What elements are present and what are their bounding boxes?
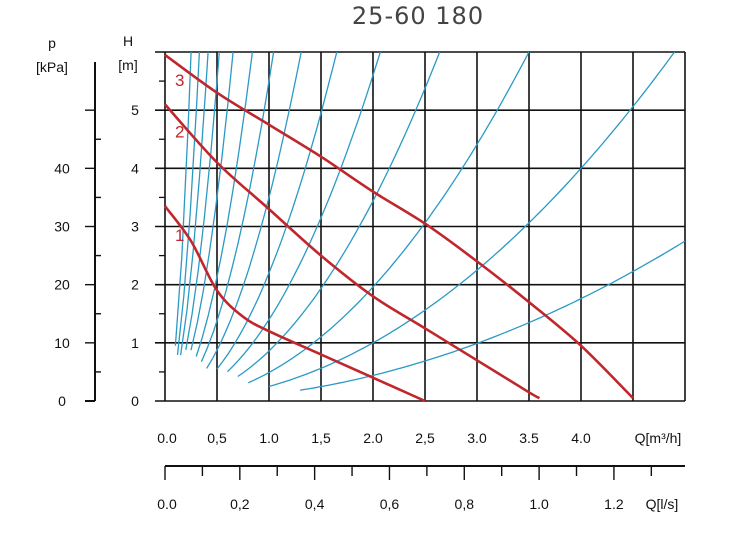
pressure-tick-label: 10 xyxy=(54,335,70,351)
head-tick-label: 0 xyxy=(131,393,139,409)
tick-labels: 0 1 2 3 4 5 0 10 20 30 40 0.0 0,5 1.0 1,5 2.0 2,5 3.0 3.5 4… xyxy=(54,102,624,512)
flow-ls-tick-label: 0,4 xyxy=(305,496,325,512)
flow-ls-axis-label: Q[l/s] xyxy=(646,496,679,512)
pump-curve-2 xyxy=(164,103,541,400)
chart-title: 25-60 180 xyxy=(352,2,484,30)
system-curve xyxy=(206,51,302,369)
system-curve xyxy=(179,51,209,356)
system-curve xyxy=(200,51,275,363)
head-tick-label: 4 xyxy=(131,160,139,176)
axes xyxy=(85,62,685,480)
pressure-axis-label: p xyxy=(48,35,56,51)
pressure-tick-label: 30 xyxy=(54,219,70,235)
system-curve xyxy=(237,51,441,378)
pressure-tick-label: 20 xyxy=(54,277,70,293)
flow-m3h-axis-label: Q[m³/h] xyxy=(635,430,682,446)
pressure-tick-label: 40 xyxy=(54,160,70,176)
system-curve xyxy=(226,51,381,373)
flow-ls-tick-label: 1.2 xyxy=(604,496,624,512)
system-curve xyxy=(174,51,192,346)
pump-curve-label-2: 2 xyxy=(175,122,184,141)
system-curve xyxy=(247,51,530,384)
flow-m3h-tick-label: 2.0 xyxy=(363,430,383,446)
flow-m3h-tick-label: 3.5 xyxy=(519,430,539,446)
pump-curve-1 xyxy=(163,205,426,403)
head-axis-label: H xyxy=(123,33,133,49)
system-curve xyxy=(216,51,338,370)
head-tick-label: 5 xyxy=(131,102,139,118)
pump-curve-3 xyxy=(164,53,634,400)
flow-m3h-tick-label: 2,5 xyxy=(415,430,435,446)
system-curve xyxy=(190,51,234,351)
system-curve xyxy=(176,51,201,355)
flow-m3h-tick-label: 0,5 xyxy=(207,430,227,446)
system-curve xyxy=(300,240,686,391)
system-curve xyxy=(185,51,220,350)
head-tick-label: 1 xyxy=(131,335,139,351)
flow-ls-tick-label: 0,6 xyxy=(380,496,400,512)
pressure-axis-unit: [kPa] xyxy=(36,59,68,75)
pump-curve-label-1: 1 xyxy=(175,226,184,245)
flow-ls-tick-label: 0.0 xyxy=(157,496,177,512)
head-tick-label: 3 xyxy=(131,219,139,235)
pressure-tick-label: 0 xyxy=(58,393,66,409)
pump-curve-label-3: 3 xyxy=(175,71,184,90)
flow-m3h-tick-label: 1,5 xyxy=(311,430,331,446)
system-curves xyxy=(174,51,686,391)
flow-m3h-tick-label: 3.0 xyxy=(467,430,487,446)
flow-m3h-tick-label: 4.0 xyxy=(571,430,591,446)
pump-curves: 1 2 3 xyxy=(163,53,634,403)
flow-ls-tick-label: 0,2 xyxy=(230,496,250,512)
system-curve xyxy=(268,51,676,388)
head-tick-label: 2 xyxy=(131,277,139,293)
head-axis-unit: [m] xyxy=(118,57,137,73)
flow-ls-tick-label: 0,8 xyxy=(455,496,475,512)
flow-ls-tick-label: 1.0 xyxy=(529,496,549,512)
flow-m3h-tick-label: 1.0 xyxy=(259,430,279,446)
flow-m3h-tick-label: 0.0 xyxy=(157,430,177,446)
grid xyxy=(155,51,686,402)
system-curve xyxy=(195,51,254,357)
